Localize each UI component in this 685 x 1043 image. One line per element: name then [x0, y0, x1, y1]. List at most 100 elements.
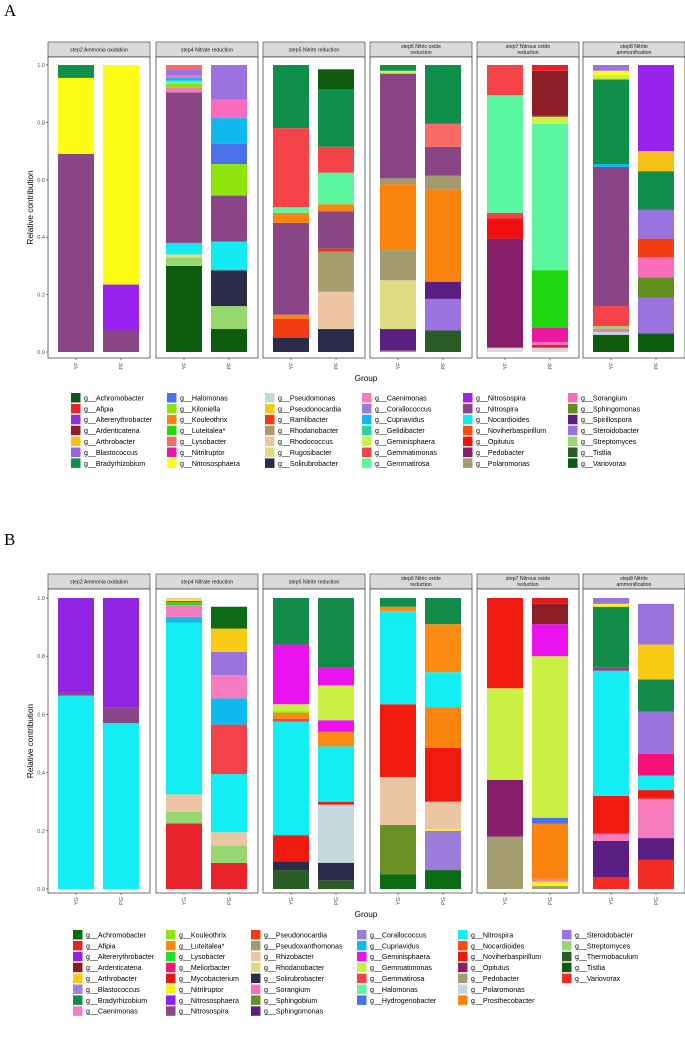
legend-swatch	[265, 425, 275, 436]
legend-swatch	[166, 962, 176, 973]
bar-segment-sphingomonas	[638, 277, 674, 298]
bar-segment-gemmatirosa	[487, 95, 523, 210]
x-axis-title: Group	[355, 910, 378, 919]
x-tick-label: PF	[227, 362, 233, 370]
bar-segment-kiloniella	[211, 164, 247, 196]
bar-segment-luteitalea	[425, 624, 461, 673]
x-tick-label: YF	[609, 362, 615, 370]
x-tick-label: PG	[119, 897, 125, 905]
bar-segment-bradyrhizobium	[58, 65, 94, 78]
bar-segment-nitrospira	[166, 622, 202, 795]
bar-segment-meliorbacter	[638, 753, 674, 776]
bar-segment-nitrospira	[318, 746, 354, 802]
facet-strip-label: reduction	[410, 50, 431, 56]
bar-segment-steroidobacter	[638, 603, 674, 645]
legend-label: g__Nitrosospira	[476, 394, 526, 402]
bar-segment-polaromonas	[425, 175, 461, 190]
legend-swatch	[265, 414, 275, 425]
legend-swatch	[73, 995, 83, 1005]
legend-label: g__Ardenticatena	[86, 964, 142, 972]
bar-segment-nitrospira	[58, 153, 94, 352]
legend-swatch	[166, 984, 176, 994]
x-tick-label: YF	[396, 362, 402, 370]
legend-swatch	[73, 973, 83, 984]
legend-swatch	[166, 940, 176, 951]
legend-swatch	[362, 393, 372, 403]
facet-2: step4 Nitrate reduction YG PG	[155, 573, 259, 905]
bar-segment-bradyrhizobium	[638, 679, 674, 712]
bar-segment-prosthecobacter	[425, 707, 461, 748]
legend-swatch	[458, 984, 468, 994]
legend-swatch	[166, 973, 176, 984]
facet-strip-label: step2 Ammonia oxidation	[70, 580, 128, 586]
legend-label: g__Ramlibacter	[278, 416, 328, 424]
bar-segment-nitrospira	[380, 611, 416, 705]
legend-swatch	[357, 951, 367, 962]
bar-segment-luteitalea	[380, 606, 416, 612]
bar-segment-steroidobacter	[211, 651, 247, 676]
bar-segment-sphingomonas	[593, 840, 629, 878]
bar-segment-nitrospira	[103, 723, 139, 889]
bar-segment-nitrosospira	[103, 707, 139, 724]
bar-segment-nitrosospira	[58, 692, 94, 696]
bar-segment-caenimonas	[166, 605, 202, 617]
bar-segment-bradyrhizobium	[318, 598, 354, 668]
legend-label: g__Meliorbacter	[179, 964, 231, 972]
panel-A: A Relative contribution 0.0 0.2 0.4 0.6 0.8 1.0…	[4, 1, 685, 468]
legend-swatch	[265, 403, 275, 414]
legend-swatch	[167, 425, 177, 436]
bar-segment-gemmatirosa	[211, 724, 247, 775]
y-tick-label: 0.8	[37, 654, 45, 660]
bar-segment-bradyrhizobium	[380, 598, 416, 607]
y-tick-label: 0.4	[37, 771, 45, 777]
legend-swatch	[357, 984, 367, 994]
x-tick-label: YF	[503, 362, 509, 370]
legend-swatch	[167, 393, 177, 403]
legend-swatch	[458, 951, 468, 962]
bar-segment-nitrilruptor	[593, 603, 629, 607]
legend-label: g__Blastococcus	[84, 449, 138, 457]
legend-label: g__Steroidobacter	[581, 427, 640, 435]
bar-segment-gemmatimonas	[487, 65, 523, 96]
legend-swatch	[463, 414, 473, 425]
bar-segment-geminisphaera	[318, 720, 354, 732]
legend-swatch	[568, 425, 578, 436]
legend-label: g__Steroidobacter	[575, 931, 634, 939]
x-tick-label: YF	[289, 362, 295, 370]
x-tick-label: YG	[289, 897, 295, 905]
legend-swatch	[265, 458, 275, 468]
legend-label: g__Afipia	[86, 942, 116, 950]
legend-swatch	[362, 436, 372, 447]
bar-segment-pedobacter	[487, 238, 523, 348]
x-tick-label: PF	[119, 362, 125, 370]
facet-strip-label: step6 Nitric oxide	[401, 44, 441, 50]
bar-segment-nitrospira	[638, 775, 674, 791]
legend-label: g__Rhodanobacter	[264, 964, 325, 972]
legend-label: g__Solirubrobacter	[264, 975, 325, 983]
legend-label: g__Prosthecobacter	[471, 997, 535, 1005]
bar-segment-sorangium	[638, 257, 674, 278]
legend-swatch	[458, 995, 468, 1005]
legend-label: g__Gemmatirosa	[370, 975, 424, 983]
x-tick-label: PG	[654, 897, 660, 905]
bar-segment-noviherbaspirillum	[380, 704, 416, 777]
legend-label: g__Sphingomonas	[264, 1008, 324, 1016]
bar-segment-kouleothrix	[425, 189, 461, 282]
legend-label: g__Blastococcus	[86, 986, 140, 994]
bar-segment-afipia	[532, 65, 568, 71]
bar-segment-polaromonas	[380, 350, 416, 352]
legend-label: g__Nitrospira	[471, 931, 513, 939]
legend-swatch	[562, 930, 572, 940]
bar-segment-gemmatimonas	[273, 704, 309, 712]
bar-segment-steroidobacter	[211, 65, 247, 100]
legend-swatch	[562, 973, 572, 984]
x-tick-label: YG	[609, 897, 615, 905]
legend-label: g__Nocardioides	[471, 942, 525, 950]
legend-swatch	[71, 425, 81, 436]
legend-swatch	[568, 403, 578, 414]
legend-label: g__Afipia	[84, 405, 114, 413]
bar-segment-rugosibacter	[166, 254, 202, 258]
legend-swatch	[167, 403, 177, 414]
legend-swatch	[463, 458, 473, 468]
